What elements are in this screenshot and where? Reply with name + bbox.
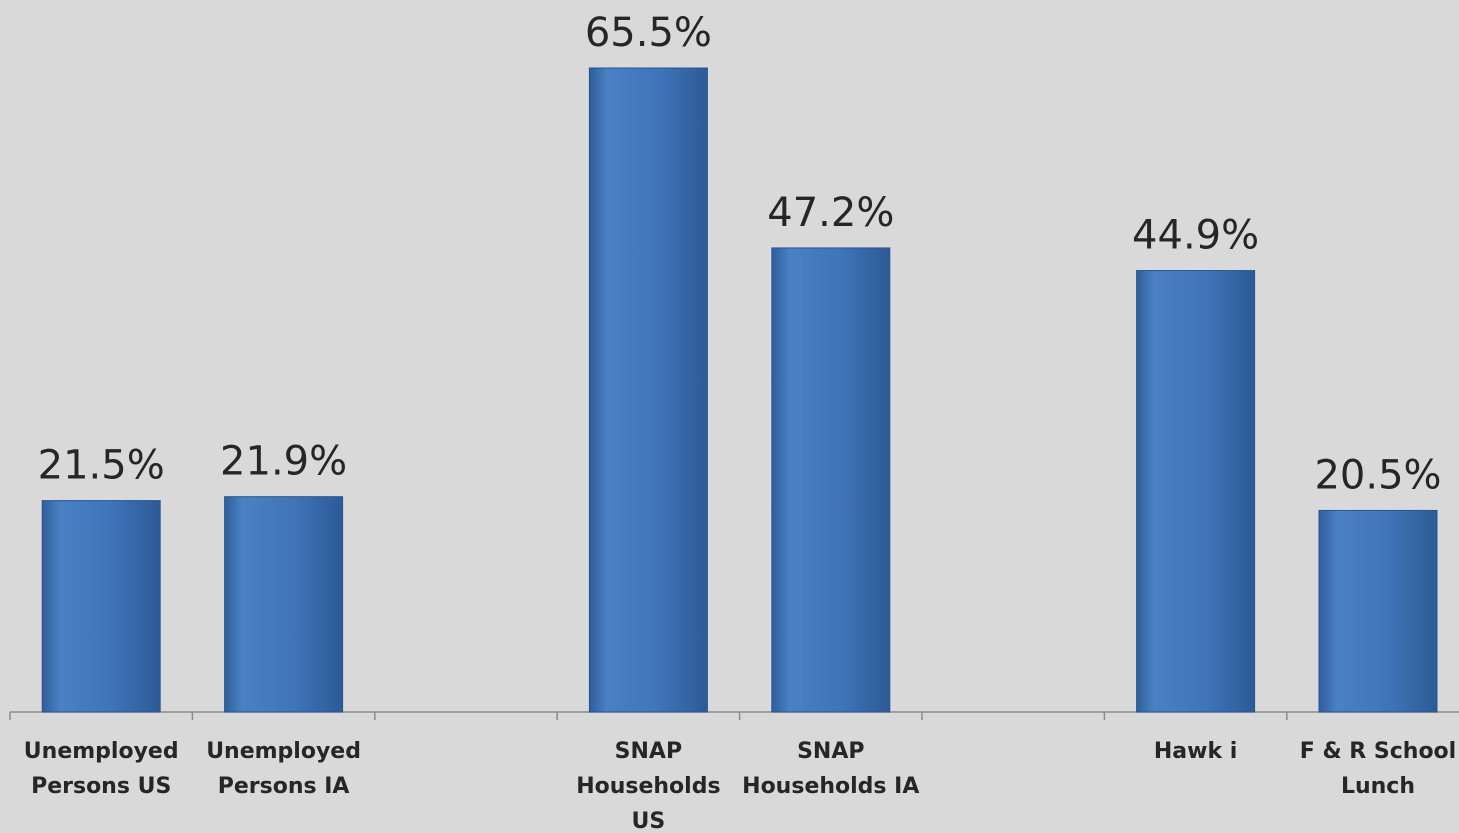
value-label: 44.9% xyxy=(1132,213,1259,259)
bar xyxy=(224,496,344,713)
value-label: 20.5% xyxy=(1314,452,1441,498)
x-tick-label: SNAP Households US xyxy=(576,739,721,833)
value-label: 47.2% xyxy=(767,190,894,236)
bar xyxy=(588,67,708,713)
x-tick-label: F & R School Lunch xyxy=(1299,739,1457,799)
x-tick-label: SNAP Households IA xyxy=(742,739,920,799)
bar xyxy=(771,247,891,713)
x-tick-label: Unemployed Persons IA xyxy=(206,739,361,799)
value-label: 21.9% xyxy=(220,439,347,485)
value-label: 21.5% xyxy=(38,443,165,489)
x-tick-label: Hawk i xyxy=(1153,739,1238,764)
x-tick-label: Unemployed Persons US xyxy=(23,739,179,799)
value-label: 65.5% xyxy=(585,10,712,56)
bar xyxy=(41,500,161,713)
bar xyxy=(1136,270,1256,713)
bar xyxy=(1318,509,1438,713)
